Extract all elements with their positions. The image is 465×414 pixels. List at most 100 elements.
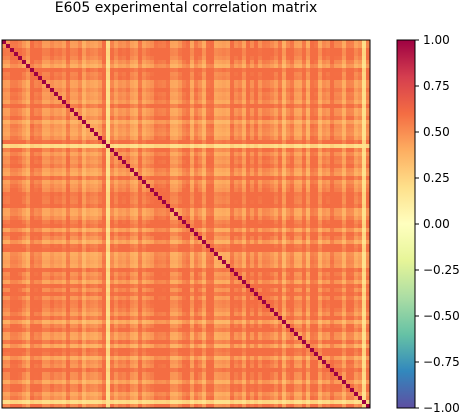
heatmap-cell bbox=[186, 136, 191, 141]
heatmap-cell bbox=[210, 164, 215, 169]
heatmap-cell bbox=[6, 248, 11, 253]
heatmap-cell bbox=[262, 244, 267, 249]
heatmap-cell bbox=[42, 72, 47, 77]
heatmap-cell bbox=[262, 100, 267, 105]
heatmap-cell bbox=[230, 92, 235, 97]
heatmap-cell bbox=[90, 176, 95, 181]
heatmap-cell bbox=[338, 132, 343, 137]
heatmap-cell bbox=[166, 188, 171, 193]
heatmap-cell bbox=[94, 232, 99, 237]
heatmap-cell bbox=[114, 184, 119, 189]
heatmap-cell bbox=[42, 52, 47, 57]
heatmap-cell bbox=[102, 136, 107, 141]
heatmap-cell bbox=[346, 188, 351, 193]
heatmap-cell bbox=[134, 140, 139, 145]
heatmap-cell bbox=[18, 80, 23, 85]
heatmap-cell bbox=[338, 140, 343, 145]
heatmap-cell bbox=[6, 212, 11, 217]
heatmap-cell bbox=[354, 96, 359, 101]
heatmap-cell bbox=[326, 124, 331, 129]
heatmap-cell bbox=[162, 184, 167, 189]
heatmap-cell bbox=[306, 148, 311, 153]
heatmap-cell bbox=[26, 176, 31, 181]
heatmap-cell bbox=[66, 252, 71, 257]
heatmap-cell bbox=[142, 64, 147, 69]
heatmap-cell bbox=[326, 236, 331, 241]
heatmap-cell bbox=[170, 60, 175, 65]
heatmap-cell bbox=[178, 172, 183, 177]
heatmap-cell bbox=[102, 208, 107, 213]
heatmap-cell bbox=[246, 56, 251, 61]
heatmap-cell bbox=[78, 244, 83, 249]
heatmap-cell bbox=[14, 168, 19, 173]
heatmap-cell bbox=[218, 252, 223, 257]
heatmap-cell bbox=[206, 212, 211, 217]
heatmap-cell bbox=[10, 212, 15, 217]
heatmap-cell bbox=[54, 108, 59, 113]
heatmap-cell bbox=[358, 224, 363, 229]
heatmap-cell bbox=[26, 220, 31, 225]
heatmap-cell bbox=[254, 92, 259, 97]
heatmap-cell bbox=[202, 96, 207, 101]
heatmap-cell bbox=[58, 144, 63, 149]
heatmap-cell bbox=[354, 136, 359, 141]
heatmap-cell bbox=[174, 168, 179, 173]
heatmap-cell bbox=[50, 56, 55, 61]
heatmap-cell bbox=[282, 232, 287, 237]
heatmap-cell bbox=[366, 44, 371, 49]
heatmap-cell bbox=[282, 96, 287, 101]
heatmap-cell bbox=[302, 196, 307, 201]
heatmap-cell bbox=[306, 224, 311, 229]
heatmap-cell bbox=[86, 140, 91, 145]
heatmap-cell bbox=[126, 60, 131, 65]
heatmap-cell bbox=[42, 168, 47, 173]
heatmap-cell bbox=[230, 224, 235, 229]
heatmap-cell bbox=[178, 88, 183, 93]
heatmap-cell bbox=[58, 72, 63, 77]
heatmap-cell bbox=[106, 108, 111, 113]
heatmap-cell bbox=[350, 248, 355, 253]
heatmap-cell bbox=[158, 52, 163, 57]
heatmap-cell bbox=[230, 244, 235, 249]
heatmap-cell bbox=[82, 140, 87, 145]
heatmap-cell bbox=[134, 68, 139, 73]
heatmap-cell bbox=[310, 168, 315, 173]
heatmap-cell bbox=[90, 160, 95, 165]
heatmap-cell bbox=[86, 240, 91, 245]
heatmap-cell bbox=[334, 128, 339, 133]
heatmap-cell bbox=[238, 60, 243, 65]
heatmap-cell bbox=[38, 112, 43, 117]
heatmap-cell bbox=[246, 176, 251, 181]
heatmap-cell bbox=[298, 168, 303, 173]
heatmap-cell bbox=[22, 132, 27, 137]
heatmap-cell bbox=[178, 92, 183, 97]
heatmap-cell bbox=[246, 76, 251, 81]
heatmap-cell bbox=[314, 196, 319, 201]
heatmap-cell bbox=[198, 160, 203, 165]
heatmap-cell bbox=[34, 52, 39, 57]
heatmap-cell bbox=[138, 156, 143, 161]
heatmap-cell bbox=[366, 108, 371, 113]
heatmap-cell bbox=[330, 212, 335, 217]
heatmap-cell bbox=[234, 92, 239, 97]
heatmap-cell bbox=[338, 184, 343, 189]
heatmap-cell bbox=[138, 108, 143, 113]
heatmap-cell bbox=[306, 64, 311, 69]
heatmap-cell bbox=[278, 88, 283, 93]
heatmap-cell bbox=[102, 76, 107, 81]
heatmap-cell bbox=[62, 88, 67, 93]
heatmap-cell bbox=[42, 212, 47, 217]
heatmap-diagonal-cell bbox=[114, 152, 119, 157]
heatmap-cell bbox=[78, 192, 83, 197]
heatmap-cell bbox=[366, 88, 371, 93]
heatmap-cell bbox=[126, 244, 131, 249]
heatmap-cell bbox=[22, 140, 27, 145]
heatmap-cell bbox=[38, 164, 43, 169]
heatmap-cell bbox=[318, 84, 323, 89]
heatmap-cell bbox=[198, 212, 203, 217]
heatmap-cell bbox=[262, 56, 267, 61]
heatmap-cell bbox=[118, 40, 123, 45]
heatmap-cell bbox=[242, 100, 247, 105]
heatmap-cell bbox=[170, 84, 175, 89]
heatmap-cell bbox=[162, 212, 167, 217]
